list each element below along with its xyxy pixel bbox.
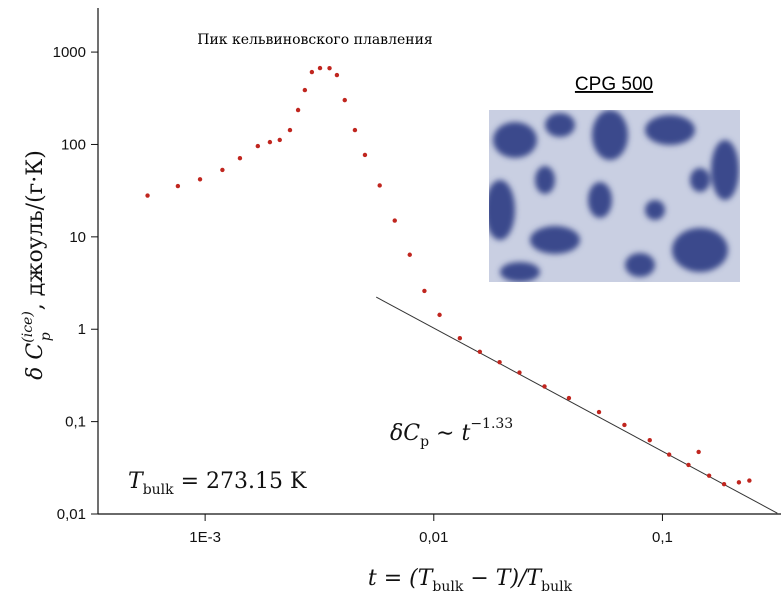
data-point <box>317 65 323 71</box>
data-point <box>334 72 340 78</box>
data-point <box>407 252 412 257</box>
data-point <box>517 370 522 375</box>
data-point <box>542 384 547 389</box>
data-point <box>721 482 727 487</box>
data-point <box>327 65 332 71</box>
data-point <box>706 473 712 478</box>
data-point <box>566 395 572 401</box>
data-point <box>175 183 181 189</box>
data-point <box>302 87 308 93</box>
data-point <box>422 288 427 294</box>
data-point <box>309 69 315 75</box>
y-tick-label: 10 <box>69 229 86 246</box>
data-point <box>437 312 442 318</box>
y-tick-label: 0,01 <box>57 506 86 523</box>
data-point <box>352 127 358 133</box>
data-point <box>736 480 742 485</box>
data-point <box>647 437 652 443</box>
y-tick-label: 0,1 <box>65 414 86 431</box>
y-tick-label: 100 <box>61 136 86 153</box>
micrograph <box>489 110 740 282</box>
data-point <box>457 335 463 341</box>
data-point <box>295 107 301 113</box>
data-point <box>622 422 627 428</box>
data-point <box>666 452 672 457</box>
data-point <box>277 137 282 143</box>
data-point <box>237 156 243 161</box>
data-point <box>255 143 261 149</box>
data-point <box>145 193 150 198</box>
x-tick-label: 1E-3 <box>189 529 221 546</box>
x-axis-label: t = (Tbulk − T)/Tbulk <box>368 566 573 595</box>
y-tick-label: 1000 <box>53 44 86 61</box>
data-point <box>392 218 397 223</box>
data-point <box>696 449 701 455</box>
data-point <box>747 478 752 483</box>
power-law-label: δCp ∼ t−1.33 <box>390 416 513 450</box>
fit-line <box>375 296 778 514</box>
data-point <box>267 139 273 145</box>
data-point <box>197 177 203 182</box>
data-point <box>497 359 502 365</box>
data-point <box>362 152 368 158</box>
x-tick-label: 0,1 <box>652 529 673 546</box>
y-axis-label: δ C(ice) p, джоуль/(г·К) <box>20 150 54 380</box>
data-point <box>477 349 483 354</box>
x-tick-label: 0,01 <box>419 529 448 546</box>
y-tick-label: 1 <box>78 321 86 338</box>
annotation: Пик кельвиновского плавления <box>197 32 433 48</box>
data-point <box>342 97 347 103</box>
data-point <box>220 167 225 173</box>
inset-title: CPG 500 <box>575 74 653 95</box>
data-point <box>596 409 602 415</box>
data-point <box>377 183 382 188</box>
t-bulk-label: Tbulk = 273.15 K <box>128 469 307 498</box>
data-point <box>686 462 691 468</box>
data-point <box>287 127 293 133</box>
